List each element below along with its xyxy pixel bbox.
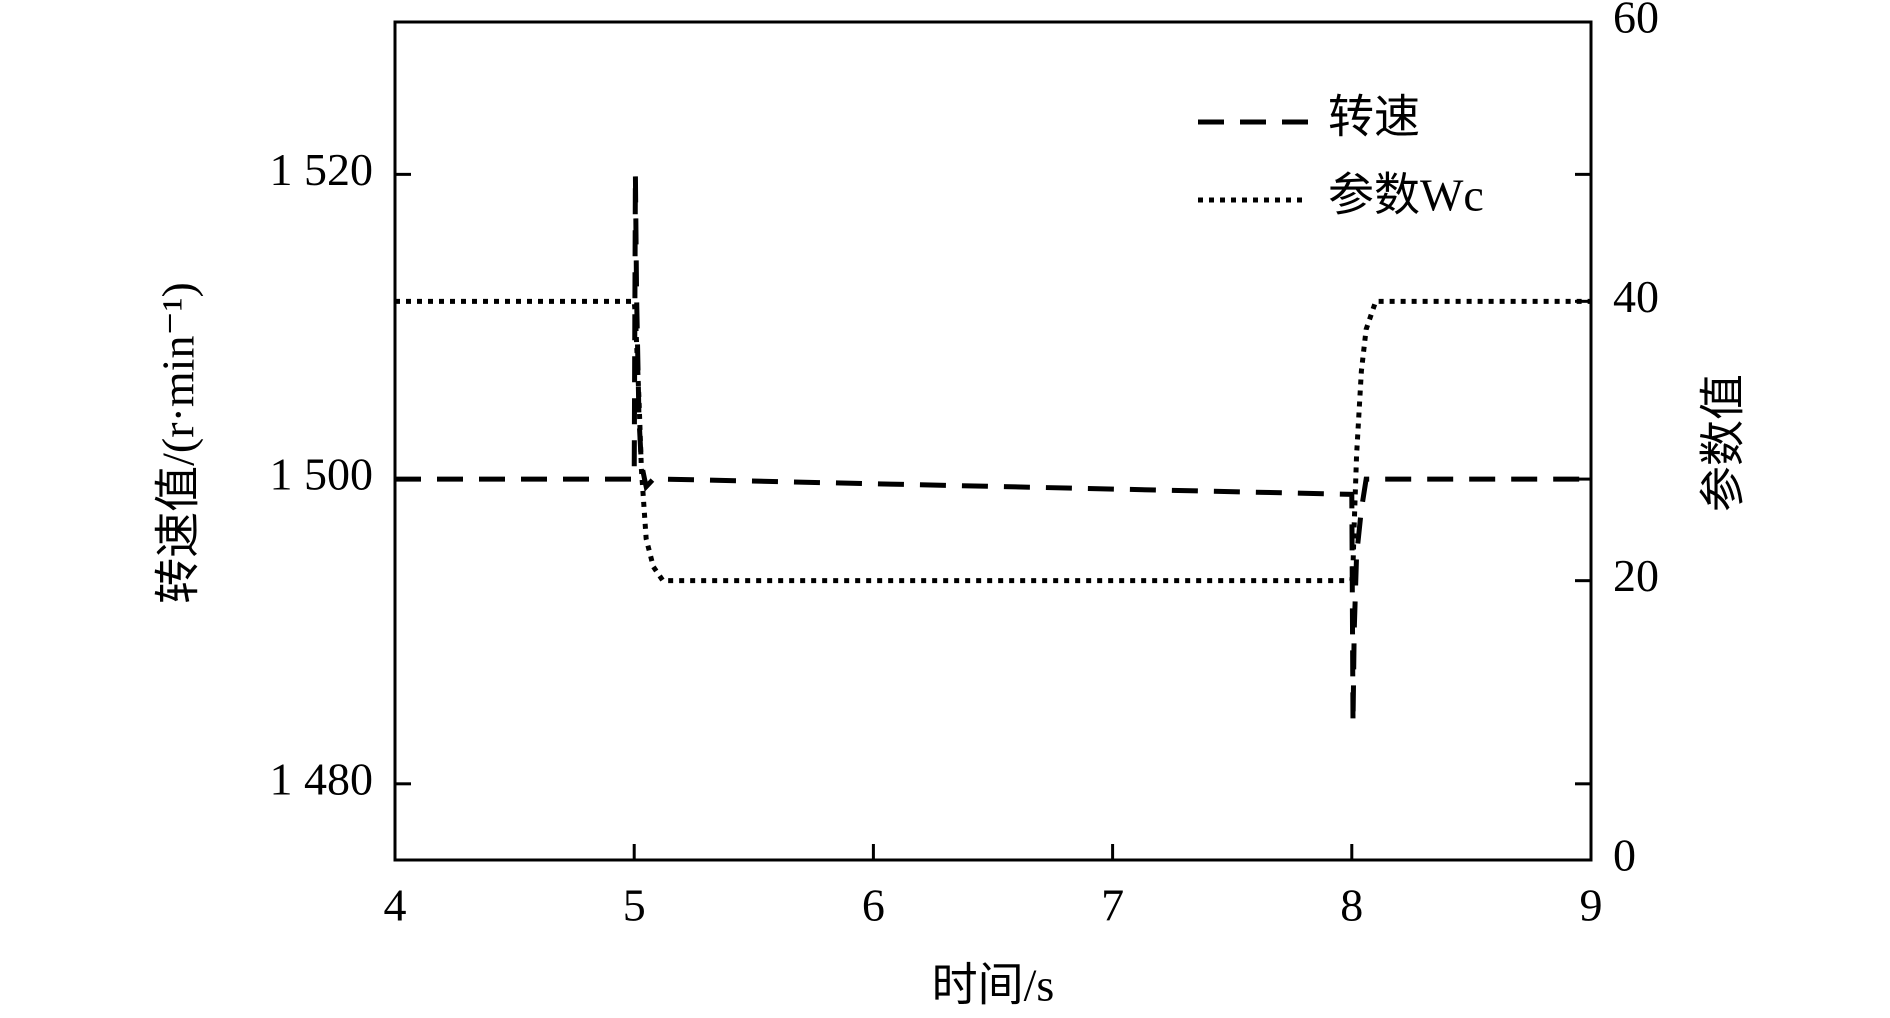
y-tick-label: 1 500: [270, 449, 374, 500]
series-line: [395, 298, 1591, 584]
x-tick-label: 4: [384, 880, 407, 931]
series-line: [395, 174, 1591, 723]
y-axis-label: 转速值/(r·min⁻¹): [153, 282, 204, 604]
plot-frame: [393, 20, 1593, 862]
y-tick-label: 1 480: [270, 753, 374, 804]
y2-tick-label: 20: [1613, 550, 1659, 601]
y-tick-label: 1 520: [270, 144, 374, 195]
x-tick-label: 5: [623, 880, 646, 931]
legend-label: 参数Wc: [1328, 170, 1484, 221]
y2-tick-label: 40: [1613, 271, 1659, 322]
y2-axis-label: 参数值: [1698, 374, 1749, 512]
y2-tick-label: 60: [1613, 0, 1659, 43]
x-axis-label: 时间/s: [932, 960, 1055, 1011]
x-tick-label: 9: [1580, 880, 1603, 931]
x-tick-label: 7: [1101, 880, 1124, 931]
y2-tick-label: 0: [1613, 830, 1636, 881]
x-tick-label: 8: [1340, 880, 1363, 931]
legend-label: 转速: [1328, 92, 1420, 143]
x-tick-label: 6: [862, 880, 885, 931]
